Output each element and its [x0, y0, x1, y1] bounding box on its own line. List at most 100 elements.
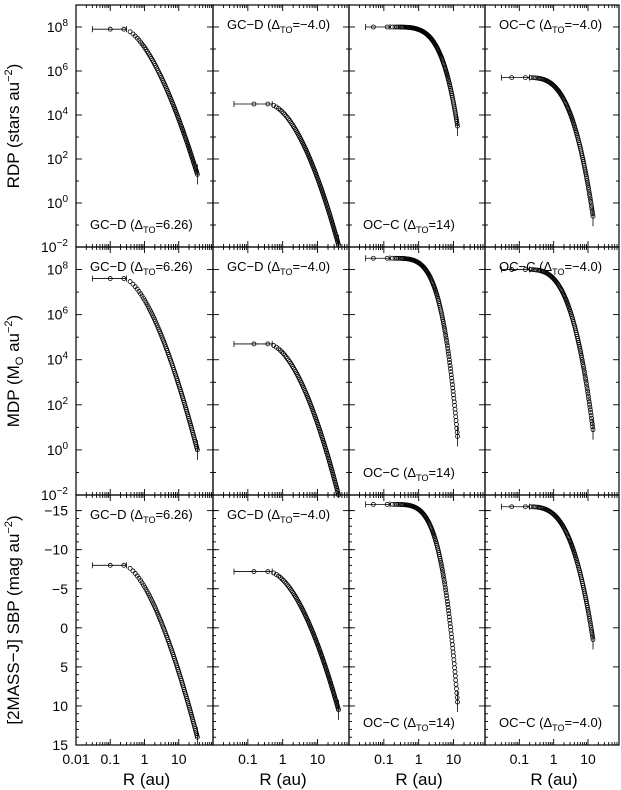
panel-label: GC−D (ΔTO=6.26) — [90, 217, 193, 235]
panel-1-1: GC−D (ΔTO=6.26) — [90, 26, 200, 235]
data-point — [448, 624, 453, 630]
y-tick-label: 0 — [60, 620, 68, 636]
data-point — [587, 618, 593, 624]
panel-label-subscript: TO — [143, 515, 155, 525]
data-point — [450, 388, 456, 394]
data-point — [583, 171, 589, 177]
x-tick-label: 0.1 — [510, 751, 530, 767]
data-point — [452, 665, 458, 671]
data-point — [442, 579, 447, 585]
data-point — [370, 501, 376, 507]
data-point — [449, 382, 455, 387]
data-point — [271, 103, 277, 108]
panel-label-text: GC−D (Δ — [90, 507, 143, 522]
y-tick-base: 10 — [47, 352, 63, 368]
data-point — [453, 681, 459, 687]
y-tick-label: 106 — [47, 62, 69, 79]
x-tick-label: 1 — [415, 751, 423, 767]
data-point — [589, 421, 595, 427]
data-point — [445, 605, 451, 610]
y-tick-label: 108 — [47, 18, 69, 35]
data-point — [585, 180, 590, 186]
panel-label-subscript: TO — [280, 515, 292, 525]
panel-1-2: GC−D (ΔTO=−4.0) — [227, 17, 341, 248]
data-point — [579, 355, 585, 360]
data-point — [447, 360, 453, 365]
data-point — [585, 609, 591, 615]
data-point — [121, 26, 127, 32]
panel-label-text: OC−C (Δ — [363, 715, 416, 730]
data-point — [443, 590, 449, 596]
data-point — [522, 504, 528, 510]
panel-label-subscript: TO — [552, 723, 564, 733]
data-point — [446, 608, 451, 613]
panel-label-text: OC−C (Δ — [499, 17, 552, 32]
data-point — [528, 75, 534, 81]
data-point — [390, 24, 395, 30]
data-point — [446, 351, 451, 357]
panel-label-text: GC−D (Δ — [90, 217, 143, 232]
y-tick-label: 100 — [47, 194, 69, 211]
data-point — [439, 567, 445, 573]
row-label-superscript: −2 — [3, 69, 15, 82]
data-point — [442, 582, 448, 588]
y-tick-label: −5 — [52, 581, 68, 597]
data-point — [451, 657, 457, 663]
data-point — [588, 199, 594, 204]
panel-label: GC−D (ΔTO=−4.0) — [227, 507, 330, 525]
panel-2-3: OC−C (ΔTO=14) — [363, 255, 460, 483]
y-tick-label: 100 — [47, 441, 69, 458]
data-point — [440, 572, 446, 577]
panel-label: OC−C (ΔTO=−4.0) — [499, 259, 602, 277]
panel-label-text: =14) — [428, 217, 454, 232]
panel-label-text: =14) — [428, 715, 454, 730]
data-point — [532, 267, 538, 273]
y-tick-label: −10 — [44, 542, 68, 558]
data-point — [577, 344, 582, 350]
y-tick-exponent: 2 — [62, 150, 68, 161]
panel-label-text: =14) — [428, 465, 454, 480]
data-point — [384, 501, 390, 507]
row-axis-label: [2MASS−J] SBP (mag au−2) — [3, 515, 23, 724]
y-tick-label: 108 — [47, 261, 69, 278]
x-tick-label: 1 — [550, 751, 558, 767]
panel-frame — [75, 4, 214, 248]
data-point — [447, 363, 453, 368]
data-point — [446, 614, 452, 620]
data-point — [444, 598, 450, 604]
data-point — [584, 176, 590, 181]
data-point — [589, 418, 595, 424]
data-point — [528, 267, 534, 272]
data-point — [587, 404, 593, 410]
panel-label-text: =−4.0) — [292, 17, 330, 32]
data-point — [588, 201, 594, 207]
data-point — [439, 564, 445, 570]
y-tick-exponent: 2 — [62, 396, 68, 407]
data-point — [528, 504, 534, 510]
data-point — [282, 579, 288, 585]
data-point — [582, 371, 588, 377]
data-point — [522, 267, 528, 272]
x-axis-col-2: 0.1 1 10R (au) — [223, 5, 348, 789]
data-point — [394, 255, 400, 261]
panel-label-subscript: TO — [280, 25, 292, 35]
panel-frame — [75, 494, 214, 746]
row-label-text: ) — [4, 315, 23, 321]
x-tick-label: 1 — [279, 751, 287, 767]
data-point — [265, 101, 271, 107]
data-point — [585, 185, 591, 190]
data-point — [441, 323, 447, 329]
data-point — [584, 603, 590, 608]
data-point — [336, 492, 341, 498]
data-point — [578, 352, 584, 358]
x-tick-label: 10 — [446, 751, 462, 767]
data-point — [453, 114, 459, 120]
data-point — [577, 348, 583, 354]
data-point — [384, 255, 390, 261]
y-tick-label: 102 — [47, 150, 69, 167]
y-tick-label: 102 — [47, 396, 69, 413]
panel-label: OC−C (ΔTO=−4.0) — [499, 715, 602, 733]
data-point — [587, 407, 593, 413]
data-point — [588, 622, 594, 628]
